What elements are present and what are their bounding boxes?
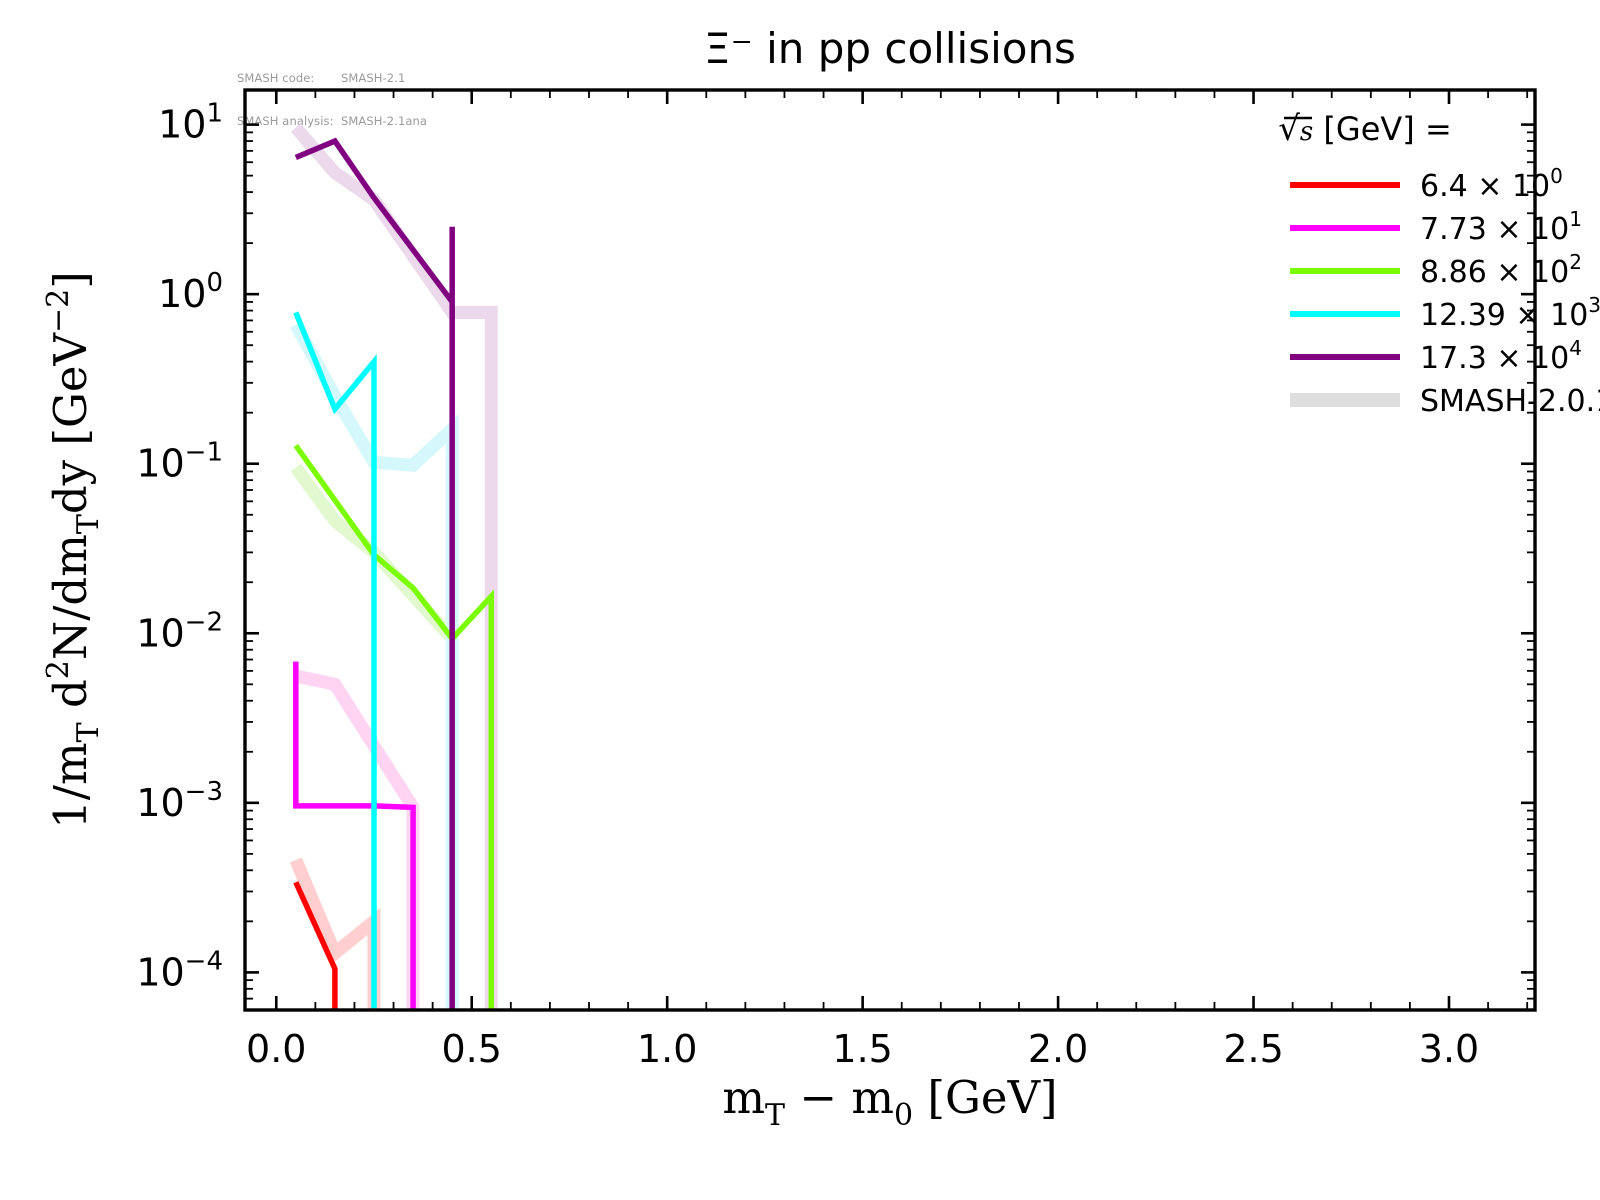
x-tick-label-5: 2.5 [1223, 1027, 1283, 1071]
chart-title: Ξ⁻ in pp collisions [704, 24, 1076, 73]
legend-title: √s [GeV] = [1278, 109, 1452, 149]
legend-label-1: 7.73 × 101 [1420, 207, 1582, 247]
data-curve-2 [293, 443, 495, 1010]
y-tick-label-2: 10−1 [136, 438, 223, 486]
stamp-code-label: SMASH code: [237, 70, 315, 85]
x-tick-label-0: 0.0 [246, 1027, 306, 1071]
legend-label-0: 6.4 × 100 [1420, 164, 1563, 204]
y-tick-label-3: 10−2 [136, 607, 223, 655]
reference-curve-1 [294, 669, 420, 1010]
x-tick-label-4: 2.0 [1028, 1027, 1088, 1071]
legend-label-4: 17.3 × 104 [1420, 336, 1582, 376]
axes-layer: 0.0 0.5 1.0 1.5 2.0 2.5 3.0 101 100 10−1 10−2 10−3 1… [41, 88, 1537, 1133]
version-stamp: SMASH code: SMASH-2.1 SMASH analysis: SMAS… [237, 42, 427, 157]
stamp-code-row: SMASH code: SMASH-2.1 [237, 71, 427, 85]
x-tick-label-3: 1.5 [832, 1027, 892, 1071]
legend-label-2: 8.86 × 102 [1420, 250, 1582, 290]
legend-label-3: 12.39 × 103 [1420, 293, 1600, 333]
y-tick-label-5: 10−4 [136, 946, 223, 994]
data-curve-3 [293, 311, 377, 1010]
curves-layer [289, 123, 498, 1010]
reference-curve-4 [290, 123, 498, 1010]
x-tick-label-2: 1.0 [637, 1027, 697, 1071]
x-tick-label-1: 0.5 [442, 1027, 502, 1071]
data-curve-4 [294, 137, 455, 1010]
y-tick-label-0: 101 [158, 99, 223, 147]
legend-label-reference: SMASH-2.0.1 [1420, 384, 1600, 419]
x-tick-label-6: 3.0 [1419, 1027, 1479, 1071]
stamp-analysis-value: SMASH-2.1ana [341, 113, 428, 128]
y-tick-label-1: 100 [158, 268, 223, 316]
y-axis-label: 1/mT d2N/dmTdy [GeV−2] [41, 271, 106, 829]
x-axis-label: mT − m0 [GeV] [722, 1071, 1057, 1133]
stamp-code-value: SMASH-2.1 [341, 70, 406, 85]
plot-frame [243, 88, 1537, 1012]
data-curve-0 [293, 881, 338, 1010]
y-tick-label-4: 10−3 [136, 777, 223, 825]
